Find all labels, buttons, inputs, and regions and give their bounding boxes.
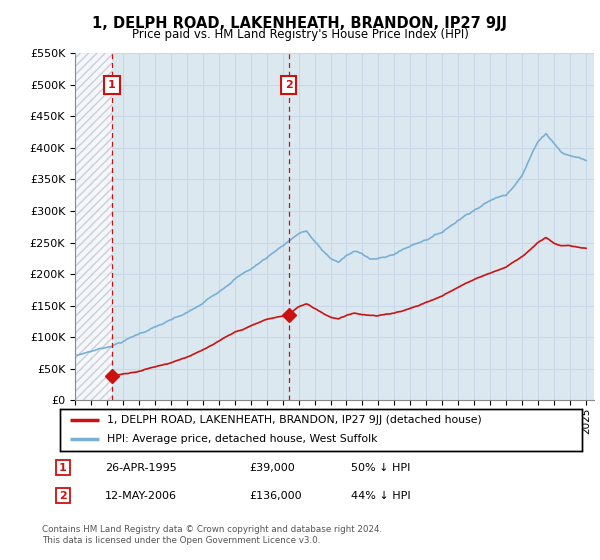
Polygon shape xyxy=(75,53,112,400)
Text: £136,000: £136,000 xyxy=(249,491,302,501)
Text: Price paid vs. HM Land Registry's House Price Index (HPI): Price paid vs. HM Land Registry's House … xyxy=(131,28,469,41)
Text: 1: 1 xyxy=(59,463,67,473)
Text: 12-MAY-2006: 12-MAY-2006 xyxy=(105,491,177,501)
Text: 26-APR-1995: 26-APR-1995 xyxy=(105,463,177,473)
Text: 2: 2 xyxy=(59,491,67,501)
Text: HPI: Average price, detached house, West Suffolk: HPI: Average price, detached house, West… xyxy=(107,435,377,445)
Text: 2: 2 xyxy=(284,80,292,90)
Text: 1, DELPH ROAD, LAKENHEATH, BRANDON, IP27 9JJ (detached house): 1, DELPH ROAD, LAKENHEATH, BRANDON, IP27… xyxy=(107,415,482,425)
Text: 1: 1 xyxy=(108,80,116,90)
Text: 44% ↓ HPI: 44% ↓ HPI xyxy=(351,491,410,501)
Text: 1, DELPH ROAD, LAKENHEATH, BRANDON, IP27 9JJ: 1, DELPH ROAD, LAKENHEATH, BRANDON, IP27… xyxy=(92,16,508,31)
Text: Contains HM Land Registry data © Crown copyright and database right 2024.
This d: Contains HM Land Registry data © Crown c… xyxy=(42,525,382,545)
Text: £39,000: £39,000 xyxy=(249,463,295,473)
Text: 50% ↓ HPI: 50% ↓ HPI xyxy=(351,463,410,473)
